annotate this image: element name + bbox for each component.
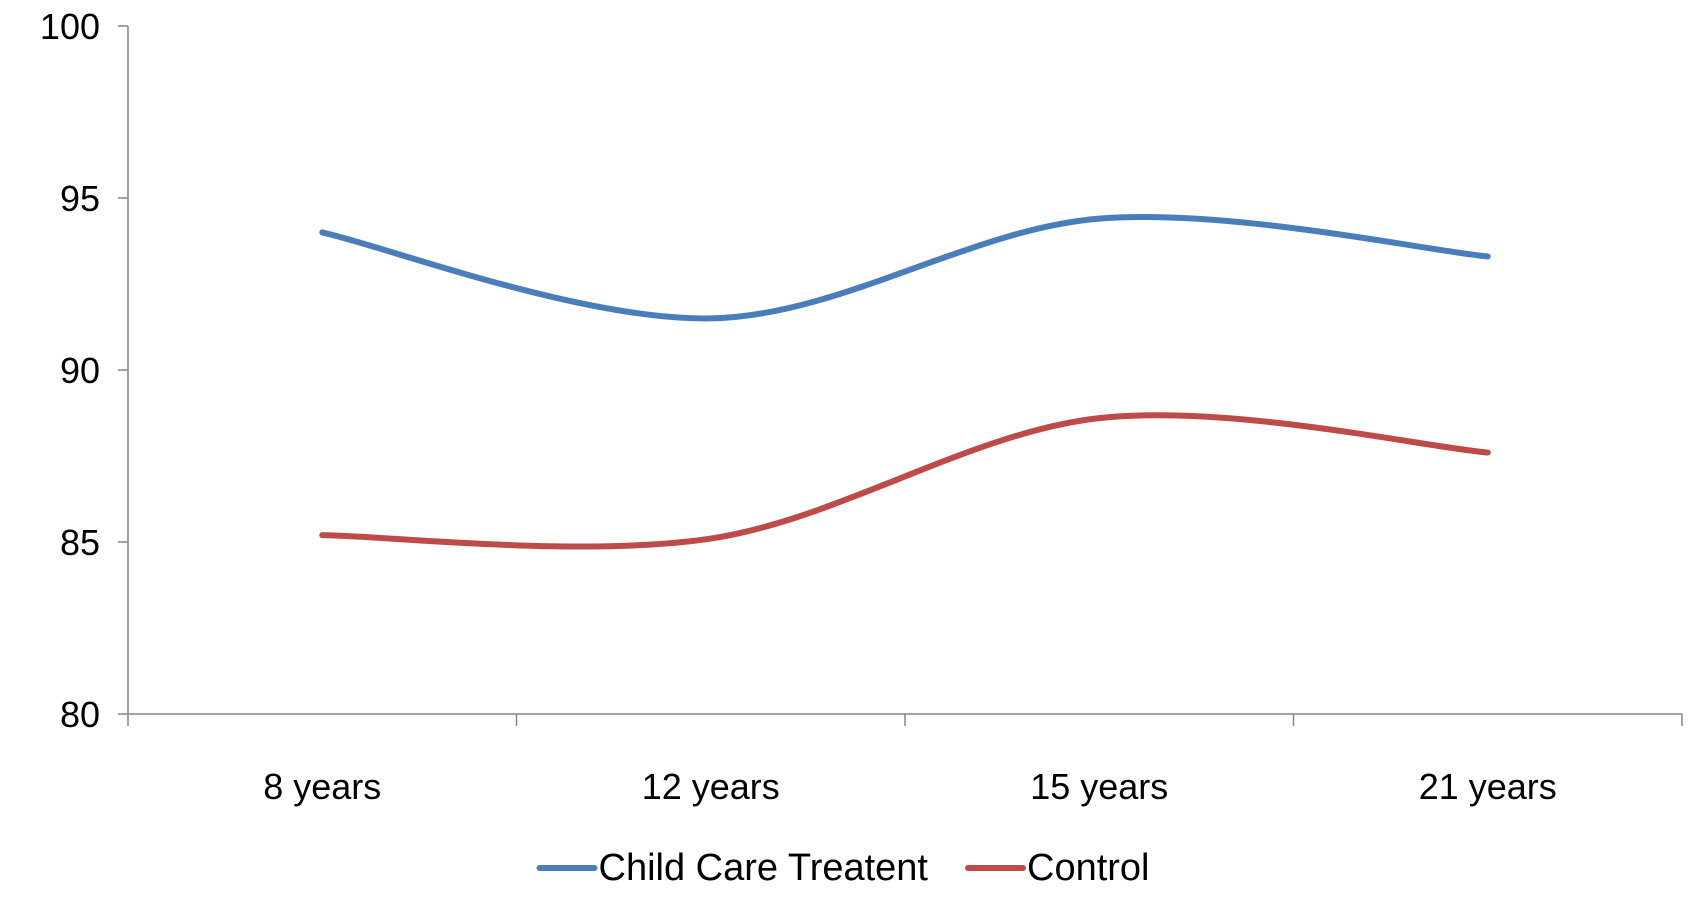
x-tick-label: 21 years <box>1419 766 1557 807</box>
legend-label: Child Care Treatent <box>599 847 929 889</box>
y-tick-label: 85 <box>60 522 100 563</box>
data-point-control <box>1096 415 1102 421</box>
x-tick-label: 12 years <box>642 766 780 807</box>
x-tick-label: 8 years <box>263 766 381 807</box>
series-lines <box>319 214 1491 550</box>
series-line-control <box>319 412 1491 550</box>
data-point-child-care-treatent <box>1096 216 1102 222</box>
series-line-child-care-treatent <box>319 214 1491 322</box>
data-point-child-care-treatent <box>319 229 325 235</box>
y-tick-label: 100 <box>40 6 100 47</box>
legend: Child Care Treatent Control <box>536 847 1150 889</box>
data-point-child-care-treatent <box>1485 253 1491 259</box>
x-tick-label: 15 years <box>1030 766 1168 807</box>
data-point-control <box>319 532 325 538</box>
axes: 80 85 90 95 100 8 years 12 years 15 years 21 yea… <box>40 6 1683 807</box>
legend-label: Control <box>1027 847 1150 889</box>
y-tick-label: 80 <box>60 694 100 735</box>
data-point-control <box>708 536 714 542</box>
y-tick-label: 90 <box>60 350 100 391</box>
data-point-control <box>1485 450 1491 456</box>
y-tick-label: 95 <box>60 178 100 219</box>
data-point-child-care-treatent <box>708 315 714 321</box>
